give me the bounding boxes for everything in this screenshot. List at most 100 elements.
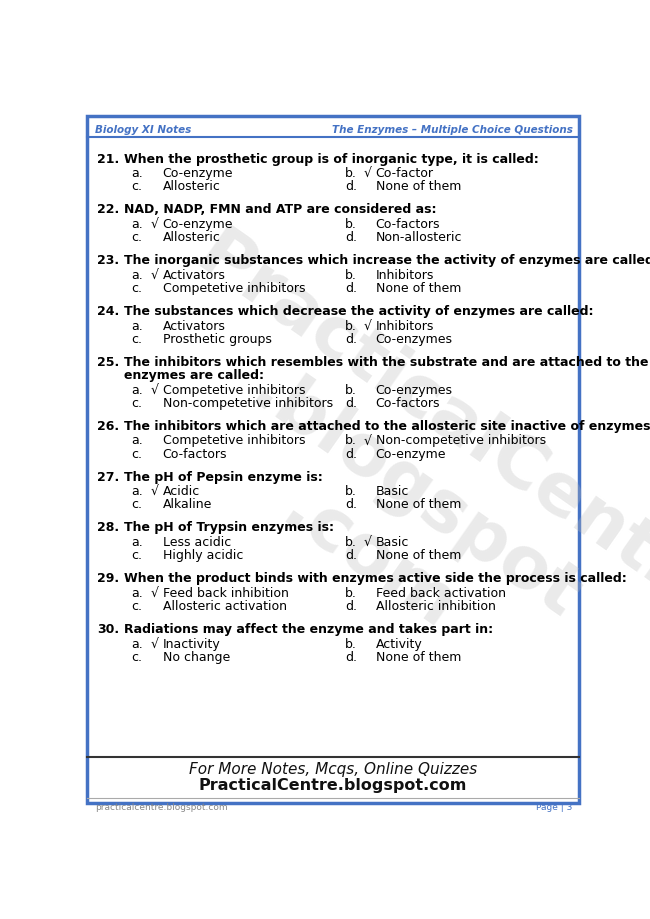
Text: d.: d.	[344, 448, 357, 460]
Text: √: √	[364, 167, 372, 180]
Text: a.: a.	[131, 435, 144, 448]
Text: Co-enzyme: Co-enzyme	[376, 448, 447, 460]
Text: None of them: None of them	[376, 282, 461, 295]
Text: c.: c.	[131, 651, 142, 664]
Text: d.: d.	[344, 651, 357, 664]
Text: Competetive inhibitors: Competetive inhibitors	[162, 435, 305, 448]
Text: The inhibitors which resembles with the substrate and are attached to the active: The inhibitors which resembles with the …	[124, 356, 650, 369]
Text: Non-competetive inhibitors: Non-competetive inhibitors	[162, 397, 333, 410]
Text: Feed back activation: Feed back activation	[376, 587, 506, 600]
Text: The pH of Pepsin enzyme is:: The pH of Pepsin enzyme is:	[124, 471, 322, 483]
Text: Non-competetive inhibitors: Non-competetive inhibitors	[376, 435, 546, 448]
Text: Co-factors: Co-factors	[376, 397, 440, 410]
Text: 22.: 22.	[97, 203, 119, 217]
Text: NAD, NADP, FMN and ATP are considered as:: NAD, NADP, FMN and ATP are considered as…	[124, 203, 436, 217]
Text: The substances which decrease the activity of enzymes are called:: The substances which decrease the activi…	[124, 305, 593, 318]
Text: b.: b.	[344, 383, 357, 397]
Text: 29.: 29.	[97, 573, 119, 585]
Text: Inhibitors: Inhibitors	[376, 269, 434, 282]
Text: c.: c.	[131, 550, 142, 562]
Text: √: √	[151, 485, 159, 498]
Text: Co-enzyme: Co-enzyme	[162, 218, 233, 231]
Text: b.: b.	[344, 485, 357, 498]
Text: √: √	[151, 383, 159, 397]
Text: √: √	[151, 638, 159, 651]
Text: c.: c.	[131, 232, 142, 244]
Text: c.: c.	[131, 282, 142, 295]
Text: b.: b.	[344, 320, 357, 333]
Text: a.: a.	[131, 167, 144, 180]
Text: a.: a.	[131, 536, 144, 549]
Text: No change: No change	[162, 651, 230, 664]
Text: √: √	[364, 435, 372, 448]
Text: Radiations may affect the enzyme and takes part in:: Radiations may affect the enzyme and tak…	[124, 623, 493, 636]
Text: b.: b.	[344, 435, 357, 448]
Text: None of them: None of them	[376, 180, 461, 193]
Text: enzymes are called:: enzymes are called:	[124, 369, 264, 382]
Text: √: √	[151, 587, 159, 600]
Text: c.: c.	[131, 498, 142, 511]
Text: Basic: Basic	[376, 485, 409, 498]
Text: d.: d.	[344, 333, 357, 346]
Text: PracticalCentre
.blogspot
.com: PracticalCentre .blogspot .com	[91, 221, 650, 769]
Text: Activity: Activity	[376, 638, 422, 651]
Text: a.: a.	[131, 587, 144, 600]
Text: d.: d.	[344, 550, 357, 562]
Text: Highly acidic: Highly acidic	[162, 550, 243, 562]
Text: Basic: Basic	[376, 536, 409, 549]
Text: a.: a.	[131, 218, 144, 231]
Text: a.: a.	[131, 269, 144, 282]
Text: √: √	[364, 536, 372, 549]
Text: When the product binds with enzymes active side the process is called:: When the product binds with enzymes acti…	[124, 573, 627, 585]
Text: None of them: None of them	[376, 651, 461, 664]
Text: 27.: 27.	[97, 471, 119, 483]
Text: Co-factors: Co-factors	[376, 218, 440, 231]
Text: a.: a.	[131, 485, 144, 498]
Text: 23.: 23.	[97, 255, 119, 267]
Text: 21.: 21.	[97, 153, 119, 165]
Text: Co-factors: Co-factors	[162, 448, 227, 460]
Text: 28.: 28.	[97, 521, 119, 535]
Text: Non-allosteric: Non-allosteric	[376, 232, 462, 244]
Text: c.: c.	[131, 448, 142, 460]
Text: Competetive inhibitors: Competetive inhibitors	[162, 383, 305, 397]
Text: c.: c.	[131, 397, 142, 410]
Text: Alkaline: Alkaline	[162, 498, 212, 511]
Text: 30.: 30.	[97, 623, 119, 636]
Text: √: √	[364, 320, 372, 333]
Text: 24.: 24.	[97, 305, 119, 318]
Text: Allosteric: Allosteric	[162, 232, 220, 244]
Text: Co-enzyme: Co-enzyme	[162, 167, 233, 180]
Text: Allosteric inhibition: Allosteric inhibition	[376, 600, 495, 613]
Text: √: √	[151, 218, 159, 231]
Text: b.: b.	[344, 587, 357, 600]
Text: d.: d.	[344, 232, 357, 244]
Text: d.: d.	[344, 180, 357, 193]
Text: Prosthetic groups: Prosthetic groups	[162, 333, 272, 346]
Text: d.: d.	[344, 600, 357, 613]
Text: a.: a.	[131, 383, 144, 397]
Text: b.: b.	[344, 536, 357, 549]
Text: b.: b.	[344, 218, 357, 231]
Text: a.: a.	[131, 320, 144, 333]
Text: Inactivity: Inactivity	[162, 638, 220, 651]
Text: a.: a.	[131, 638, 144, 651]
Text: The inorganic substances which increase the activity of enzymes are called:: The inorganic substances which increase …	[124, 255, 650, 267]
Text: The pH of Trypsin enzymes is:: The pH of Trypsin enzymes is:	[124, 521, 334, 535]
Text: Co-enzymes: Co-enzymes	[376, 333, 453, 346]
Text: For More Notes, Mcqs, Online Quizzes: For More Notes, Mcqs, Online Quizzes	[189, 762, 477, 777]
Text: Allosteric activation: Allosteric activation	[162, 600, 287, 613]
Text: b.: b.	[344, 269, 357, 282]
Text: c.: c.	[131, 333, 142, 346]
Text: Co-enzymes: Co-enzymes	[376, 383, 453, 397]
Text: 25.: 25.	[97, 356, 119, 369]
Text: b.: b.	[344, 638, 357, 651]
Text: d.: d.	[344, 282, 357, 295]
Text: Activators: Activators	[162, 320, 226, 333]
Text: The Enzymes – Multiple Choice Questions: The Enzymes – Multiple Choice Questions	[332, 125, 573, 135]
Text: √: √	[151, 269, 159, 282]
Text: Activators: Activators	[162, 269, 226, 282]
Text: Co-factor: Co-factor	[376, 167, 434, 180]
Text: d.: d.	[344, 498, 357, 511]
FancyBboxPatch shape	[88, 117, 578, 803]
